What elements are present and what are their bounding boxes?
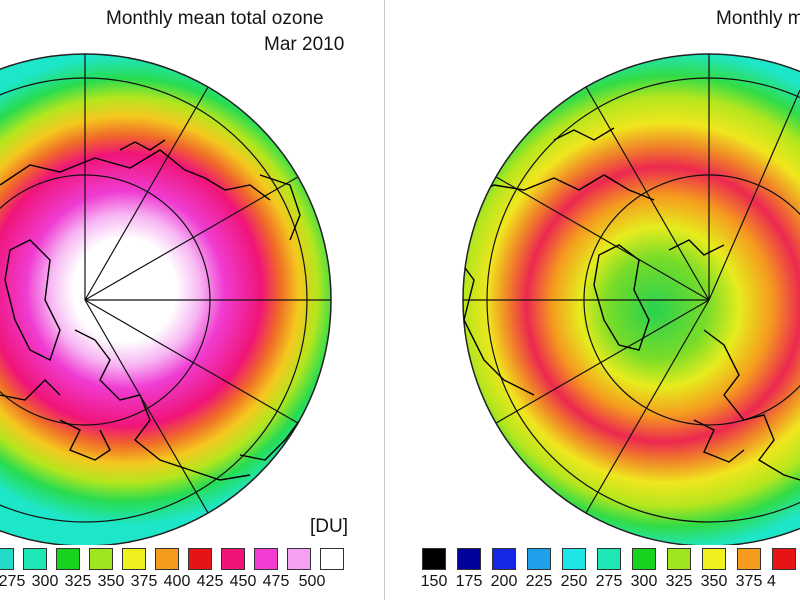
right-legend-label: 300 (630, 573, 658, 590)
right-graticule (463, 54, 800, 526)
left-legend-swatch (320, 548, 344, 570)
right-legend-label: 175 (455, 573, 483, 590)
left-legend-label: 400 (163, 573, 191, 590)
right-legend-label: 150 (420, 573, 448, 590)
right-legend-swatch (527, 548, 551, 570)
right-coastlines (463, 127, 800, 481)
left-legend-swatch (0, 548, 14, 570)
left-coastlines (0, 139, 301, 481)
left-legend-swatch (23, 548, 47, 570)
left-legend-label: 475 (262, 573, 290, 590)
right-legend-swatch (597, 548, 621, 570)
left-legend-swatch (56, 548, 80, 570)
right-legend-swatch (772, 548, 796, 570)
left-legend-label: 450 (229, 573, 257, 590)
right-legend-swatch (632, 548, 656, 570)
left-unit-label: [DU] (310, 516, 348, 537)
right-legend-swatch (457, 548, 481, 570)
right-legend-label: 200 (490, 573, 518, 590)
right-legend-label: 375 (735, 573, 763, 590)
left-graticule (0, 54, 331, 526)
right-ozone-panel: Monthly m 150 175 200 225 250 275 300 32… (404, 0, 800, 600)
right-legend-label: 250 (560, 573, 588, 590)
right-legend-swatch (702, 548, 726, 570)
right-legend-swatch (492, 548, 516, 570)
right-legend-label: 350 (700, 573, 728, 590)
left-legend-label: 375 (130, 573, 158, 590)
left-legend-label: 500 (298, 573, 326, 590)
right-legend-label: 225 (525, 573, 553, 590)
left-legend-swatch (89, 548, 113, 570)
left-map-date: Mar 2010 (264, 34, 345, 55)
left-legend-swatch (122, 548, 146, 570)
right-legend-swatch (422, 548, 446, 570)
left-polar-map (0, 53, 332, 545)
left-legend-label: 275 (0, 573, 26, 590)
left-ozone-panel: Monthly mean total ozone Mar 2010 [DU] 2… (0, 0, 365, 600)
right-polar-map (462, 53, 800, 545)
left-legend-label: 350 (97, 573, 125, 590)
left-legend-label: 425 (196, 573, 224, 590)
right-legend-swatch (737, 548, 761, 570)
left-legend-swatch (287, 548, 311, 570)
panel-divider (384, 0, 385, 600)
right-legend-swatch (562, 548, 586, 570)
right-legend-label: 325 (665, 573, 693, 590)
right-legend-label: 275 (595, 573, 623, 590)
left-legend-swatch (221, 548, 245, 570)
left-legend-swatch (254, 548, 278, 570)
right-legend-swatch (667, 548, 691, 570)
left-legend-swatch (188, 548, 212, 570)
left-legend-label: 300 (31, 573, 59, 590)
left-legend-label: 325 (64, 573, 92, 590)
left-map-title: Monthly mean total ozone (106, 8, 324, 29)
right-map-title: Monthly m (716, 8, 800, 29)
left-legend-swatch (155, 548, 179, 570)
right-legend-label: 4 (767, 573, 776, 590)
